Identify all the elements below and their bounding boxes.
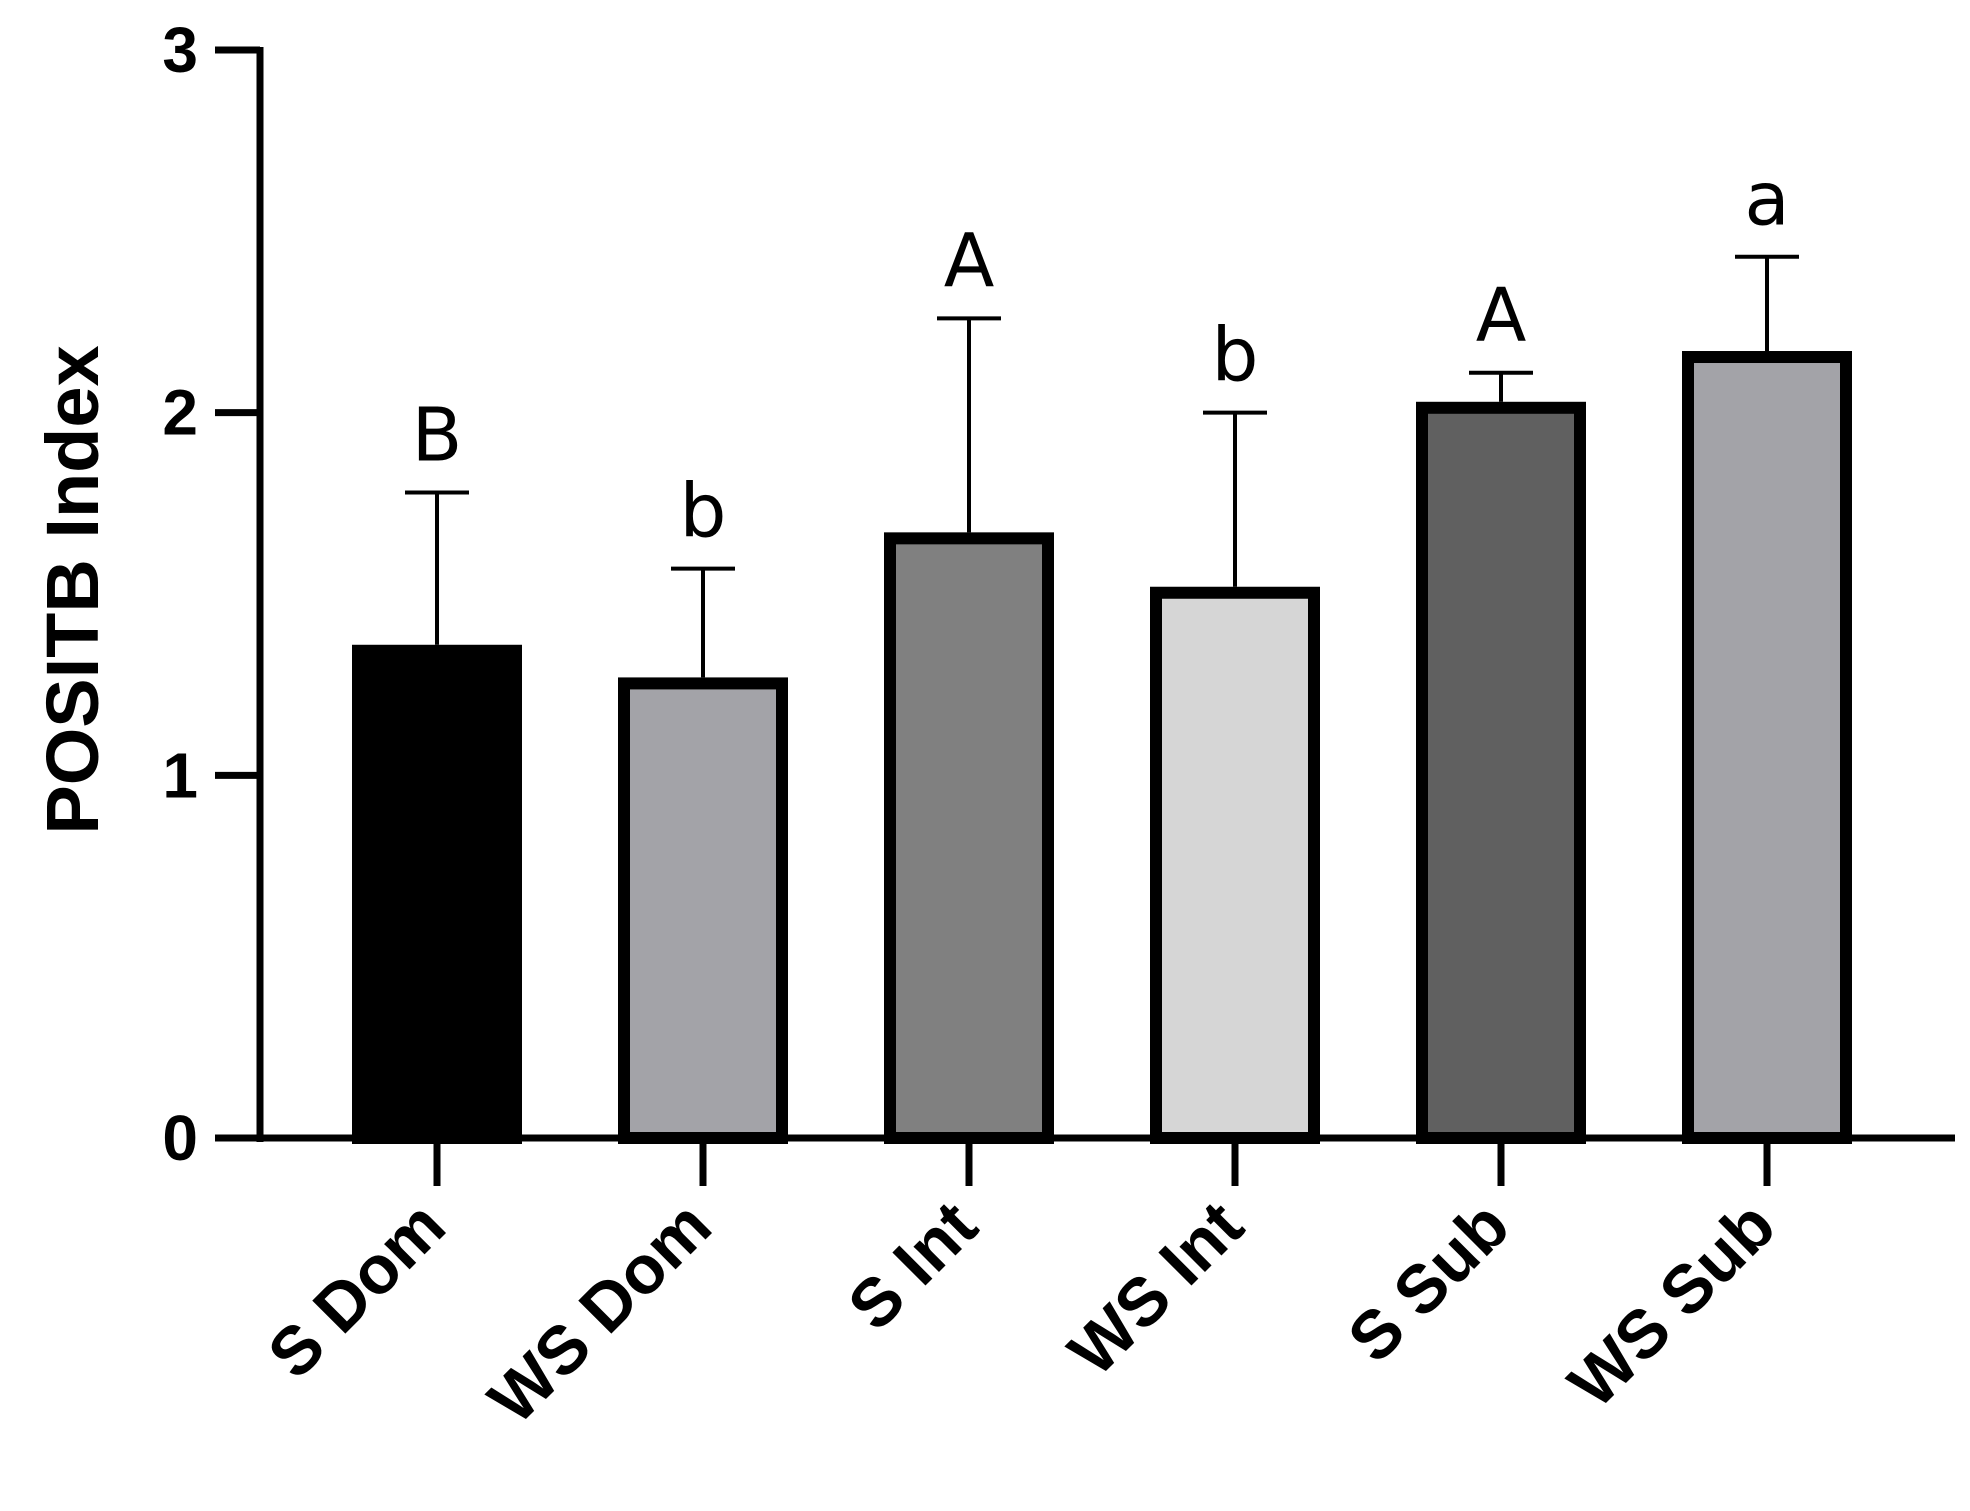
y-tick-label-3: 3 bbox=[162, 14, 198, 86]
x-tick-label-5: S Sub bbox=[1334, 1187, 1524, 1377]
significance-label-5: A bbox=[1476, 273, 1527, 359]
significance-label-3: A bbox=[944, 218, 995, 304]
significance-label-2: b bbox=[680, 469, 727, 555]
bar-1 bbox=[352, 644, 522, 1144]
bar-6 bbox=[1682, 351, 1852, 1145]
x-tick-label-6: WS Sub bbox=[1554, 1187, 1789, 1422]
significance-label-1: B bbox=[412, 392, 463, 478]
y-tick-label-2: 2 bbox=[162, 377, 198, 449]
y-tick-label-0: 0 bbox=[162, 1102, 198, 1174]
x-tick-label-1: S Dom bbox=[254, 1187, 460, 1393]
bar-3 bbox=[884, 532, 1054, 1144]
axes bbox=[215, 46, 1955, 1186]
y-tick-label-1: 1 bbox=[162, 739, 198, 811]
bar-5 bbox=[1416, 401, 1586, 1144]
significance-label-4: b bbox=[1212, 313, 1259, 399]
x-tick-label-4: WS Int bbox=[1054, 1187, 1257, 1390]
bars bbox=[352, 254, 1852, 1145]
y-axis-label: POSITB Index bbox=[31, 345, 114, 834]
x-tick-label-3: S Int bbox=[834, 1187, 992, 1345]
bar-4 bbox=[1150, 586, 1320, 1144]
significance-label-6: a bbox=[1744, 157, 1789, 243]
bar-2 bbox=[618, 677, 788, 1144]
x-tick-label-2: WS Dom bbox=[474, 1187, 725, 1438]
